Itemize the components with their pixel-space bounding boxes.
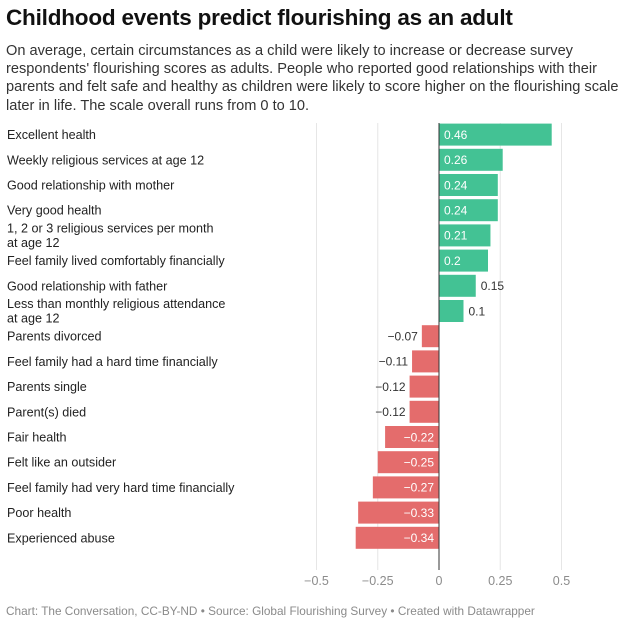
bar [409, 375, 439, 398]
bar [372, 476, 439, 499]
x-tick-label: 0.5 [553, 574, 570, 588]
row-label: 1, 2 or 3 religious services per month at… [7, 221, 214, 250]
row-label: Parents single [7, 380, 87, 394]
row-label: Good relationship with mother [7, 179, 174, 193]
row-label: Feel family had very hard time financial… [7, 481, 235, 495]
row-label: Fair health [7, 431, 67, 445]
value-labels: 0.46 0.26 0.24 0.24 0.21 0.2 0.15 0.1 −0.07 −0.11… [375, 128, 504, 545]
bar-chart: Excellent health Weekly religious service… [7, 123, 570, 588]
bars [355, 123, 552, 549]
bar [439, 174, 498, 196]
value-label: 0.15 [481, 279, 505, 293]
bar [358, 501, 439, 524]
x-tick-label: −0.25 [362, 574, 394, 588]
row-label: Less than monthly religious attendance at… [7, 297, 225, 326]
chart-subtitle: On average, certain circumstances as a c… [6, 43, 619, 114]
row-label: Feel family had a hard time financially [7, 355, 218, 369]
bar [439, 249, 488, 272]
bar [421, 325, 439, 348]
x-tick-label: 0.25 [488, 574, 512, 588]
bar [439, 199, 498, 222]
x-tick-label: −0.5 [304, 574, 329, 588]
bar [412, 350, 439, 373]
value-label: −0.07 [387, 330, 418, 344]
row-label: Parents divorced [7, 330, 102, 344]
value-label: 0.1 [469, 304, 486, 318]
chart-footer: Chart: The Conversation, CC-BY-ND • Sour… [6, 604, 535, 618]
row-label: Weekly religious services at age 12 [7, 153, 204, 167]
row-label: Felt like an outsider [7, 456, 116, 470]
row-label: Poor health [7, 506, 71, 520]
value-label: −0.27 [404, 481, 435, 495]
bar [377, 451, 439, 474]
value-label: −0.12 [375, 405, 406, 419]
bar [385, 426, 439, 448]
row-label: Good relationship with father [7, 279, 167, 293]
value-label: −0.12 [375, 380, 406, 394]
x-tick-label: 0 [436, 574, 443, 588]
value-label: 0.26 [444, 153, 468, 167]
bar [439, 148, 503, 171]
value-label: 0.21 [444, 229, 468, 243]
row-label: Experienced abuse [7, 531, 115, 545]
bar [439, 300, 464, 322]
bar [439, 224, 491, 247]
value-label: −0.34 [404, 531, 435, 545]
bar [409, 400, 439, 423]
row-label: Feel family lived comfortably financiall… [7, 254, 225, 268]
bar [355, 526, 439, 549]
row-label: Parent(s) died [7, 405, 86, 419]
value-label: −0.11 [379, 355, 409, 369]
row-label: Very good health [7, 204, 102, 218]
value-label: 0.2 [444, 254, 461, 268]
value-label: 0.24 [444, 204, 468, 218]
bar [439, 123, 552, 146]
bar [439, 274, 476, 297]
value-label: −0.25 [404, 456, 435, 470]
value-label: 0.24 [444, 178, 468, 192]
value-label: 0.46 [444, 128, 468, 142]
row-label: Excellent health [7, 128, 96, 142]
value-label: −0.33 [404, 506, 435, 520]
value-label: −0.22 [404, 430, 435, 444]
chart-title: Childhood events predict flourishing as … [6, 5, 513, 30]
row-labels: Excellent health Weekly religious service… [7, 128, 235, 545]
x-axis-ticks: −0.5 −0.25 0 0.25 0.5 [304, 574, 570, 588]
